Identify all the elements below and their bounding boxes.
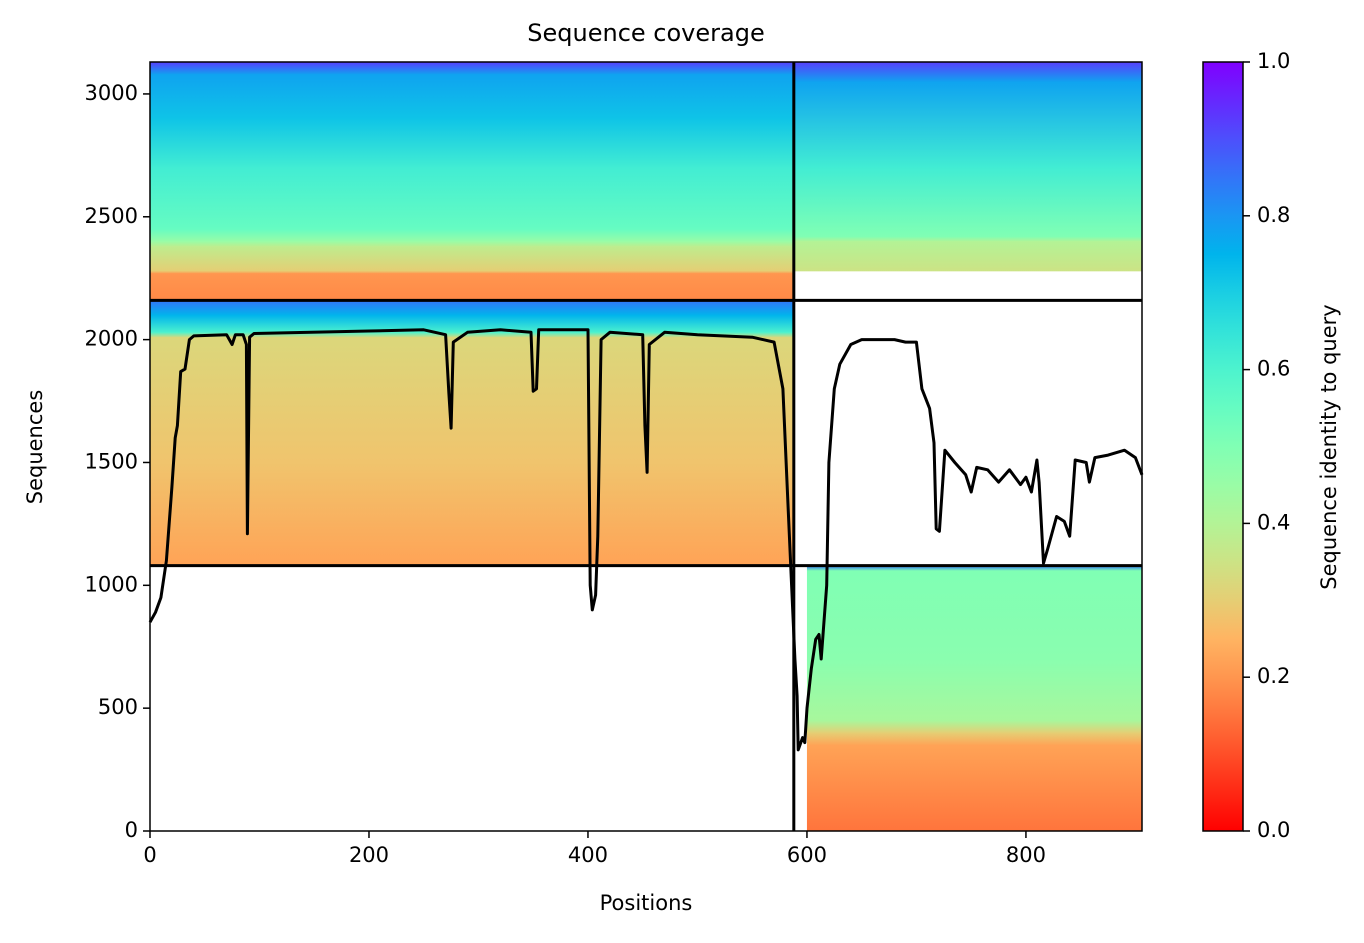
heatmap-band	[806, 732, 1142, 746]
colorbar-tick-label: 0.2	[1257, 664, 1290, 688]
y-tick-label: 0	[125, 818, 138, 842]
heatmap-band	[150, 332, 794, 338]
colorbar-tick-label: 0.0	[1257, 818, 1290, 842]
heatmap-band	[806, 659, 1142, 721]
heatmap-band	[150, 241, 794, 247]
heatmap-band	[793, 81, 1142, 169]
heatmap-band	[150, 273, 794, 301]
x-tick-label: 800	[1006, 843, 1046, 867]
y-tick-label: 2000	[85, 327, 138, 351]
heatmap-band	[150, 300, 794, 316]
heatmap-band	[806, 745, 1142, 832]
heatmap-band	[806, 720, 1142, 734]
heatmap-band	[150, 167, 794, 230]
heatmap-band	[793, 236, 1142, 242]
y-tick-label: 2500	[85, 204, 138, 228]
y-tick-label: 1500	[85, 449, 138, 473]
y-tick-label: 1000	[85, 572, 138, 596]
heatmap-band	[793, 241, 1142, 272]
x-tick-label: 600	[787, 843, 827, 867]
colorbar-tick-label: 0.8	[1257, 203, 1290, 227]
colorbar-label: Sequence identity to query	[1317, 304, 1341, 589]
x-tick-label: 200	[349, 843, 389, 867]
heatmap-band	[150, 118, 794, 169]
heatmap-band	[150, 246, 794, 272]
y-tick-label: 500	[98, 695, 138, 719]
heatmap-band	[150, 462, 794, 567]
heatmap-band	[150, 270, 794, 274]
colorbar-tick-label: 0.4	[1257, 510, 1290, 534]
colorbar-tick-label: 1.0	[1257, 49, 1290, 73]
heatmap-band	[150, 315, 794, 333]
x-axis-label: Positions	[600, 891, 693, 915]
heatmap-band	[806, 570, 1142, 660]
colorbar-tick-label: 0.6	[1257, 357, 1290, 381]
x-tick-label: 400	[568, 843, 608, 867]
heatmap-band	[793, 62, 1142, 83]
heatmap-band	[150, 62, 794, 75]
coverage-line	[148, 328, 1144, 752]
y-tick-label: 3000	[85, 81, 138, 105]
colorbar	[1202, 61, 1244, 832]
heatmap-band	[150, 74, 794, 120]
x-tick-label: 0	[143, 843, 156, 867]
plot-frame	[149, 61, 1143, 832]
chart-title: Sequence coverage	[527, 19, 764, 47]
heatmap-band	[150, 337, 794, 463]
heatmap-band	[150, 229, 794, 242]
heatmap-band	[806, 565, 1142, 572]
y-axis-label: Sequences	[23, 390, 47, 505]
heatmap-band	[793, 167, 1142, 237]
